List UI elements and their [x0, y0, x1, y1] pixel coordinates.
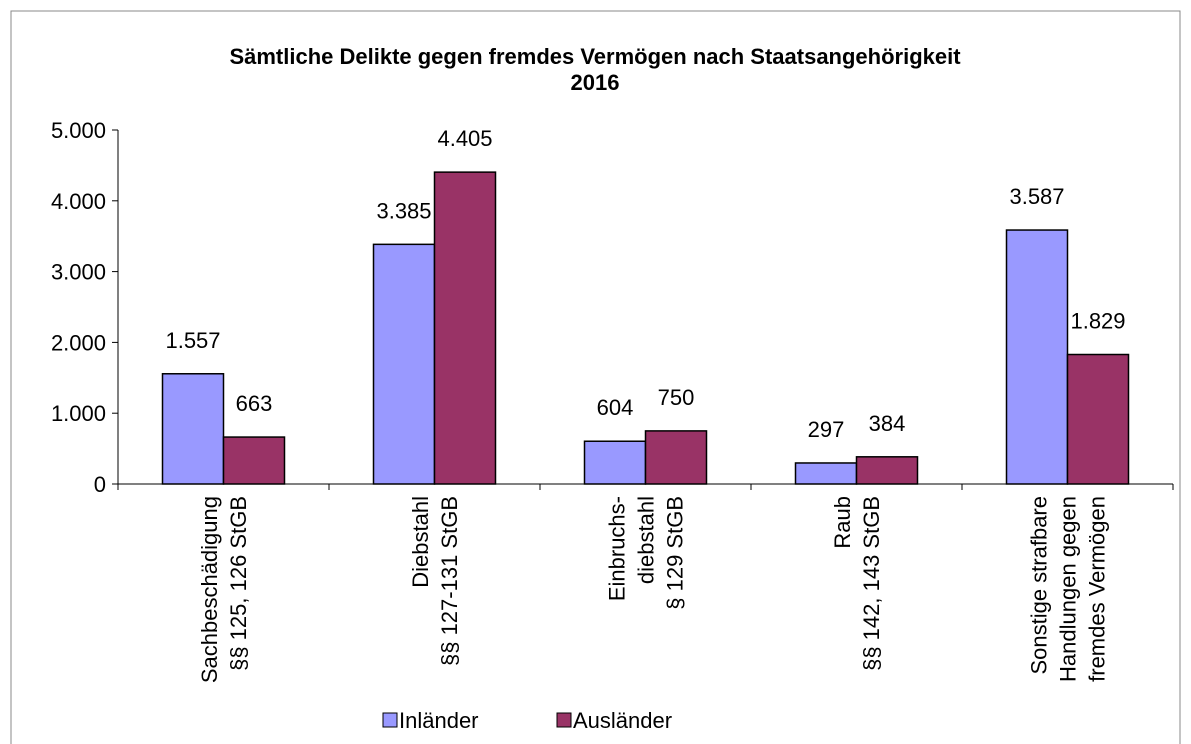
legend-label: Inländer [399, 708, 479, 733]
data-label: 3.587 [1009, 184, 1064, 209]
x-tick-label: Raub §§ 142, 143 StGB [830, 496, 884, 671]
bar [161, 373, 225, 485]
y-tick-label: 1.000 [51, 401, 106, 426]
bar [583, 440, 647, 485]
y-tick-label: 0 [94, 472, 106, 497]
bar [372, 243, 436, 485]
bar [1066, 353, 1130, 485]
data-label: 1.829 [1070, 309, 1125, 334]
y-tick-label: 2.000 [51, 330, 106, 355]
y-tick-label: 4.000 [51, 189, 106, 214]
bar [644, 430, 708, 485]
data-label: 604 [597, 395, 634, 420]
bar [433, 171, 497, 485]
bar [1005, 229, 1069, 485]
x-tick-label: Sonstige strafbare Handlungen gegen fremde… [1027, 496, 1110, 682]
data-label: 663 [236, 391, 273, 416]
legend-label: Ausländer [573, 708, 672, 733]
bar [794, 462, 858, 485]
data-label: 4.405 [437, 126, 492, 151]
data-label: 297 [808, 417, 845, 442]
x-tick-label: Sachbeschädigung §§ 125, 126 StGB [197, 496, 251, 683]
data-label: 750 [658, 385, 695, 410]
x-tick-label: Einbruchs-diebstahl § 129 StGB [605, 496, 688, 610]
legend-swatch [556, 712, 572, 728]
legend-swatch [382, 712, 398, 728]
y-tick-label: 3.000 [51, 260, 106, 285]
y-tick-label: 5.000 [51, 118, 106, 143]
bar [855, 456, 919, 485]
data-label: 1.557 [165, 328, 220, 353]
chart-title: Sämtliche Delikte gegen fremdes Vermögen… [229, 44, 961, 95]
data-label: 384 [869, 411, 906, 436]
bar [222, 436, 286, 485]
data-label: 3.385 [376, 198, 431, 223]
x-tick-label: Diebstahl §§ 127-131 StGB [408, 496, 462, 666]
